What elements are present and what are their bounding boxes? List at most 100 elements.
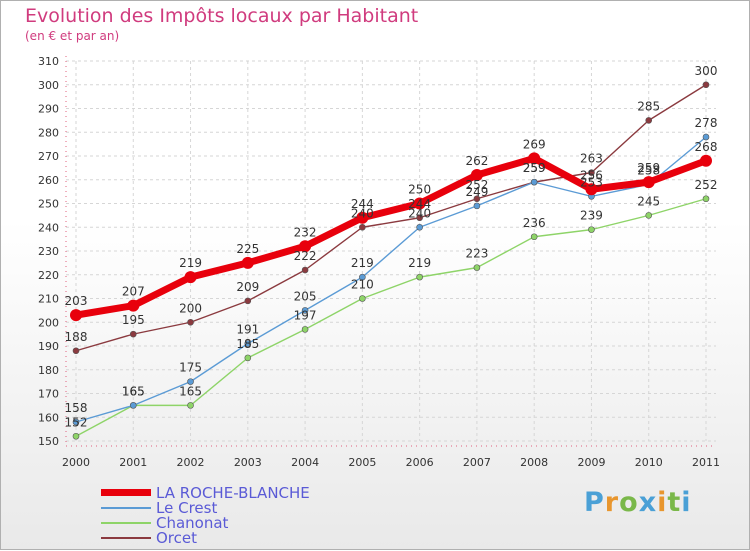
- data-label: 285: [637, 99, 660, 113]
- data-point: [530, 178, 538, 186]
- data-point: [585, 183, 598, 196]
- data-label: 252: [695, 178, 718, 192]
- legend-swatch: [101, 537, 151, 539]
- data-label: 219: [351, 256, 374, 270]
- data-point: [588, 169, 595, 176]
- legend-label: LA ROCHE-BLANCHE: [156, 484, 310, 502]
- data-label: 239: [580, 209, 603, 223]
- data-label: 152: [65, 415, 88, 429]
- data-label: 225: [236, 242, 259, 256]
- data-label: 219: [408, 256, 431, 270]
- data-point: [470, 169, 483, 181]
- y-tick-label: 300: [38, 79, 59, 92]
- data-point: [473, 264, 481, 271]
- data-label: 209: [236, 280, 259, 294]
- data-point: [530, 233, 538, 241]
- legend-label: Chanonat: [156, 514, 229, 532]
- data-point: [700, 154, 712, 167]
- data-point: [187, 402, 194, 409]
- data-label: 244: [408, 197, 431, 211]
- data-label: 205: [294, 289, 317, 303]
- y-tick-label: 200: [38, 316, 59, 329]
- data-label: 200: [179, 301, 202, 315]
- series-line: [75, 84, 707, 352]
- data-label: 300: [695, 64, 718, 78]
- data-point: [187, 378, 194, 385]
- legend-label: Le Crest: [156, 499, 218, 517]
- proxiti-logo: Proxiti: [584, 487, 692, 518]
- logo-letter: t: [667, 487, 682, 518]
- y-tick-label: 220: [38, 269, 59, 282]
- data-label: 165: [179, 384, 202, 398]
- data-label: 232: [294, 225, 317, 239]
- y-tick-label: 280: [38, 126, 59, 139]
- x-tick-label: 2003: [234, 456, 262, 469]
- data-label: 252: [465, 178, 488, 192]
- x-tick-label: 2008: [520, 456, 548, 469]
- data-label: 245: [637, 194, 660, 208]
- data-point: [413, 197, 426, 210]
- chart-subtitle: (en € et par an): [25, 29, 120, 43]
- data-label: 188: [65, 330, 88, 344]
- data-label: 269: [523, 137, 546, 151]
- data-label: 158: [65, 401, 88, 415]
- data-point: [70, 309, 82, 322]
- data-point: [359, 273, 366, 281]
- data-label: 258: [637, 164, 660, 178]
- logo-letter: r: [604, 487, 620, 518]
- legend-swatch: [101, 522, 151, 524]
- y-tick-label: 240: [38, 221, 59, 234]
- data-point: [702, 195, 710, 203]
- x-tick-label: 2006: [406, 456, 434, 469]
- data-point: [301, 326, 309, 333]
- logo-letter: P: [584, 487, 605, 518]
- data-label: 244: [351, 197, 374, 211]
- x-tick-label: 2000: [62, 456, 90, 469]
- series-line: [75, 198, 707, 437]
- y-tick-label: 290: [38, 103, 59, 116]
- chart-title: Evolution des Impôts locaux par Habitant: [25, 5, 419, 27]
- data-point: [187, 318, 194, 326]
- data-point: [129, 330, 137, 338]
- data-label: 185: [236, 337, 259, 351]
- data-label: 250: [408, 183, 431, 197]
- data-label: 278: [695, 116, 718, 130]
- y-tick-label: 190: [38, 340, 59, 353]
- data-point: [72, 432, 80, 440]
- data-label: 195: [122, 313, 145, 327]
- data-point: [299, 240, 312, 253]
- series-line: [75, 136, 707, 423]
- data-point: [416, 273, 423, 281]
- data-point: [416, 214, 423, 222]
- data-label: 249: [465, 185, 488, 199]
- data-point: [473, 195, 481, 203]
- y-tick-label: 170: [38, 388, 59, 401]
- data-label: 256: [580, 168, 603, 182]
- x-tick-label: 2007: [463, 456, 491, 469]
- data-label: 240: [351, 206, 374, 220]
- x-tick-label: 2011: [692, 456, 720, 469]
- y-tick-label: 150: [38, 435, 59, 448]
- data-point: [244, 297, 252, 305]
- data-point: [184, 271, 197, 284]
- data-label: 268: [695, 140, 718, 154]
- data-label: 175: [179, 361, 202, 375]
- data-label: 165: [122, 384, 145, 398]
- data-point: [129, 402, 137, 409]
- y-tick-label: 260: [38, 174, 59, 187]
- data-point: [72, 347, 80, 355]
- x-tick-label: 2010: [635, 456, 663, 469]
- y-tick-label: 160: [38, 411, 59, 424]
- data-point: [241, 256, 254, 269]
- data-point: [244, 340, 252, 347]
- legend-swatch: [101, 507, 151, 509]
- data-point: [702, 133, 710, 141]
- data-point: [359, 295, 366, 302]
- data-point: [645, 117, 653, 124]
- data-point: [645, 212, 653, 219]
- data-label: 263: [580, 152, 603, 166]
- data-point: [301, 266, 309, 274]
- x-tick-label: 2009: [577, 456, 605, 469]
- data-point: [528, 152, 541, 165]
